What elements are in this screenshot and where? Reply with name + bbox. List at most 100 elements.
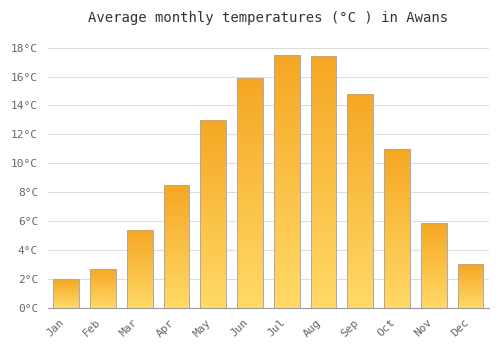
Bar: [164, 225, 190, 227]
Bar: [164, 205, 190, 206]
Bar: [237, 78, 263, 308]
Bar: [384, 271, 410, 273]
Bar: [274, 138, 299, 141]
Bar: [200, 133, 226, 135]
Bar: [274, 194, 299, 196]
Bar: [237, 99, 263, 101]
Bar: [237, 165, 263, 168]
Bar: [310, 129, 336, 132]
Bar: [127, 290, 152, 292]
Bar: [421, 281, 446, 282]
Bar: [348, 297, 373, 299]
Bar: [164, 192, 190, 194]
Bar: [421, 283, 446, 284]
Bar: [237, 197, 263, 200]
Bar: [348, 293, 373, 295]
Bar: [384, 252, 410, 254]
Bar: [348, 177, 373, 180]
Bar: [164, 228, 190, 229]
Bar: [237, 161, 263, 163]
Bar: [127, 275, 152, 276]
Bar: [384, 195, 410, 196]
Bar: [348, 111, 373, 113]
Bar: [421, 274, 446, 275]
Bar: [384, 243, 410, 244]
Bar: [310, 147, 336, 149]
Bar: [164, 200, 190, 201]
Bar: [421, 229, 446, 230]
Bar: [90, 269, 116, 270]
Bar: [274, 181, 299, 184]
Bar: [237, 186, 263, 188]
Bar: [200, 193, 226, 195]
Bar: [164, 230, 190, 232]
Bar: [274, 265, 299, 267]
Bar: [200, 306, 226, 308]
Bar: [384, 158, 410, 160]
Bar: [237, 204, 263, 207]
Bar: [384, 282, 410, 284]
Bar: [384, 293, 410, 295]
Bar: [90, 299, 116, 300]
Bar: [274, 121, 299, 123]
Bar: [274, 179, 299, 181]
Bar: [200, 281, 226, 284]
Bar: [127, 282, 152, 283]
Bar: [200, 291, 226, 293]
Bar: [421, 296, 446, 297]
Bar: [127, 236, 152, 237]
Bar: [348, 231, 373, 233]
Bar: [200, 122, 226, 124]
Bar: [384, 225, 410, 227]
Bar: [237, 138, 263, 140]
Bar: [384, 287, 410, 289]
Bar: [237, 273, 263, 275]
Bar: [90, 302, 116, 303]
Bar: [274, 118, 299, 121]
Bar: [164, 194, 190, 195]
Bar: [200, 201, 226, 203]
Bar: [310, 114, 336, 117]
Bar: [200, 246, 226, 248]
Bar: [164, 278, 190, 280]
Bar: [421, 287, 446, 288]
Bar: [200, 300, 226, 302]
Bar: [348, 280, 373, 282]
Bar: [200, 208, 226, 210]
Bar: [164, 197, 190, 198]
Bar: [310, 267, 336, 270]
Bar: [274, 250, 299, 252]
Bar: [237, 122, 263, 124]
Bar: [421, 271, 446, 272]
Bar: [310, 180, 336, 182]
Bar: [237, 218, 263, 220]
Bar: [164, 252, 190, 254]
Bar: [348, 261, 373, 263]
Bar: [200, 120, 226, 308]
Bar: [90, 272, 116, 273]
Bar: [384, 286, 410, 287]
Bar: [348, 284, 373, 286]
Bar: [310, 184, 336, 187]
Bar: [348, 263, 373, 265]
Bar: [200, 182, 226, 184]
Bar: [127, 274, 152, 275]
Bar: [200, 129, 226, 131]
Bar: [164, 223, 190, 224]
Bar: [310, 139, 336, 142]
Bar: [274, 63, 299, 65]
Bar: [274, 116, 299, 118]
Bar: [200, 165, 226, 167]
Bar: [237, 154, 263, 156]
Bar: [421, 290, 446, 291]
Bar: [274, 232, 299, 234]
Bar: [164, 250, 190, 251]
Bar: [164, 229, 190, 230]
Bar: [310, 192, 336, 195]
Bar: [384, 189, 410, 190]
Bar: [421, 306, 446, 307]
Bar: [274, 275, 299, 278]
Bar: [274, 105, 299, 108]
Bar: [127, 257, 152, 258]
Bar: [384, 274, 410, 276]
